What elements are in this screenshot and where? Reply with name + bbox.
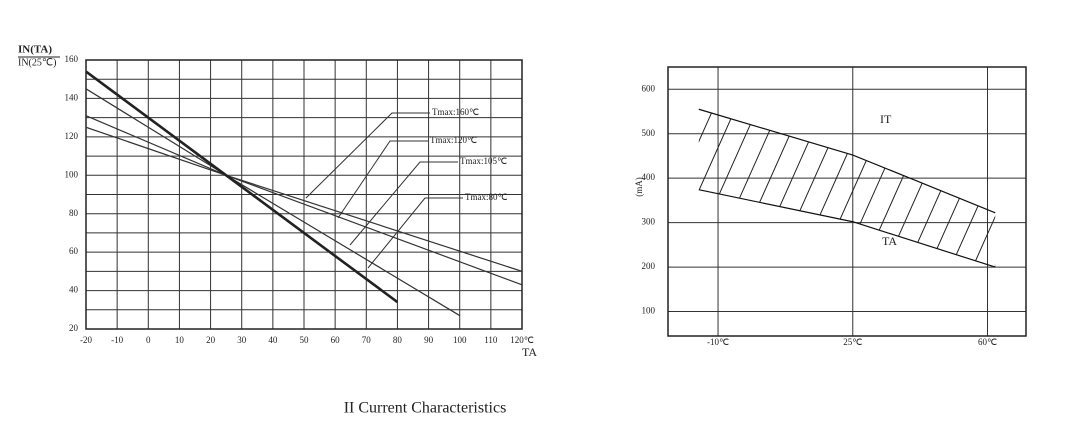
hatch-line	[698, 109, 711, 268]
caption: II Current Characteristics	[344, 400, 507, 417]
plot-frame	[85, 59, 523, 330]
series-label: Tmax:160℃	[432, 107, 479, 117]
x-tick-label: 20	[206, 335, 216, 345]
series-line	[85, 70, 399, 304]
hatch-line	[568, 67, 688, 336]
x-tick-label: 60℃	[978, 337, 997, 347]
x-tick-label: -10℃	[707, 337, 729, 347]
series-label: IT	[880, 112, 892, 126]
hatch-line	[919, 109, 996, 268]
series-line	[698, 189, 996, 268]
hatch-line	[743, 109, 865, 268]
x-tick-label: 60	[331, 335, 341, 345]
x-tick-label: -20	[80, 335, 92, 345]
hatch-line	[698, 109, 755, 268]
x-tick-label: 100	[453, 335, 467, 345]
y-tick-label: 100	[642, 306, 656, 316]
y-tick-label: 100	[65, 169, 79, 179]
x-tick-label: 50	[300, 335, 310, 345]
y-label-top: IN(TA)	[18, 44, 52, 56]
y-tick-label: 60	[69, 246, 79, 256]
hatch-line	[787, 109, 909, 268]
series-label: Tmax:120℃	[430, 135, 477, 145]
x-tick-label: 30	[237, 335, 247, 345]
y-tick-label: 20	[69, 323, 79, 333]
y-tick-label: 160	[65, 54, 79, 64]
hatch-line	[963, 109, 996, 268]
plot-frame	[667, 66, 1027, 337]
x-tick-label: -10	[111, 335, 123, 345]
x-tick-label: 40	[268, 335, 278, 345]
leader-line	[349, 161, 458, 246]
hatch-line	[721, 109, 843, 268]
y-tick-label: 200	[642, 261, 656, 271]
hatch-line	[1030, 67, 1070, 336]
x-tick-label: 25℃	[843, 337, 862, 347]
series-label: TA	[882, 234, 897, 248]
series-line	[698, 108, 996, 214]
hatch-line	[941, 109, 996, 268]
y-label-bottom: IN(25℃)	[18, 57, 56, 68]
x-tick-label: 0	[146, 335, 151, 345]
x-tick-label: 110	[484, 335, 498, 345]
y-tick-label: 300	[642, 217, 656, 227]
x-tick-label: 120℃	[510, 335, 534, 345]
x-tick-label: 10	[175, 335, 185, 345]
hatch-line	[897, 109, 996, 268]
hatch-line	[985, 109, 996, 268]
x-tick-label: 80	[393, 335, 403, 345]
hatch-line	[809, 109, 931, 268]
hatch-line	[765, 109, 887, 268]
hatch	[568, 67, 1070, 336]
y-tick-label: 40	[69, 285, 79, 295]
y-tick-label: 600	[642, 83, 656, 93]
hatch-line	[698, 109, 799, 268]
y-tick-label: 400	[642, 172, 656, 182]
x-tick-label: 70	[362, 335, 372, 345]
hatch-line	[698, 109, 733, 268]
hatch-line	[831, 109, 953, 268]
series-label: Tmax:105℃	[460, 156, 507, 166]
hatch-line	[853, 109, 975, 268]
y-tick-label: 120	[65, 131, 79, 141]
hatch-line	[875, 109, 996, 268]
y-tick-label: 140	[65, 92, 79, 102]
y-tick-label: 80	[69, 208, 79, 218]
series-label: Tmax:80℃	[465, 192, 508, 202]
x-label: TA	[522, 345, 537, 359]
leader-line	[337, 140, 428, 219]
y-label: (mA)	[634, 177, 644, 197]
leader-line	[367, 197, 463, 269]
leader-line	[305, 112, 430, 199]
y-tick-label: 500	[642, 128, 656, 138]
hatch-line	[1052, 67, 1070, 336]
hatch-line	[1008, 67, 1070, 336]
x-tick-label: 90	[424, 335, 434, 345]
